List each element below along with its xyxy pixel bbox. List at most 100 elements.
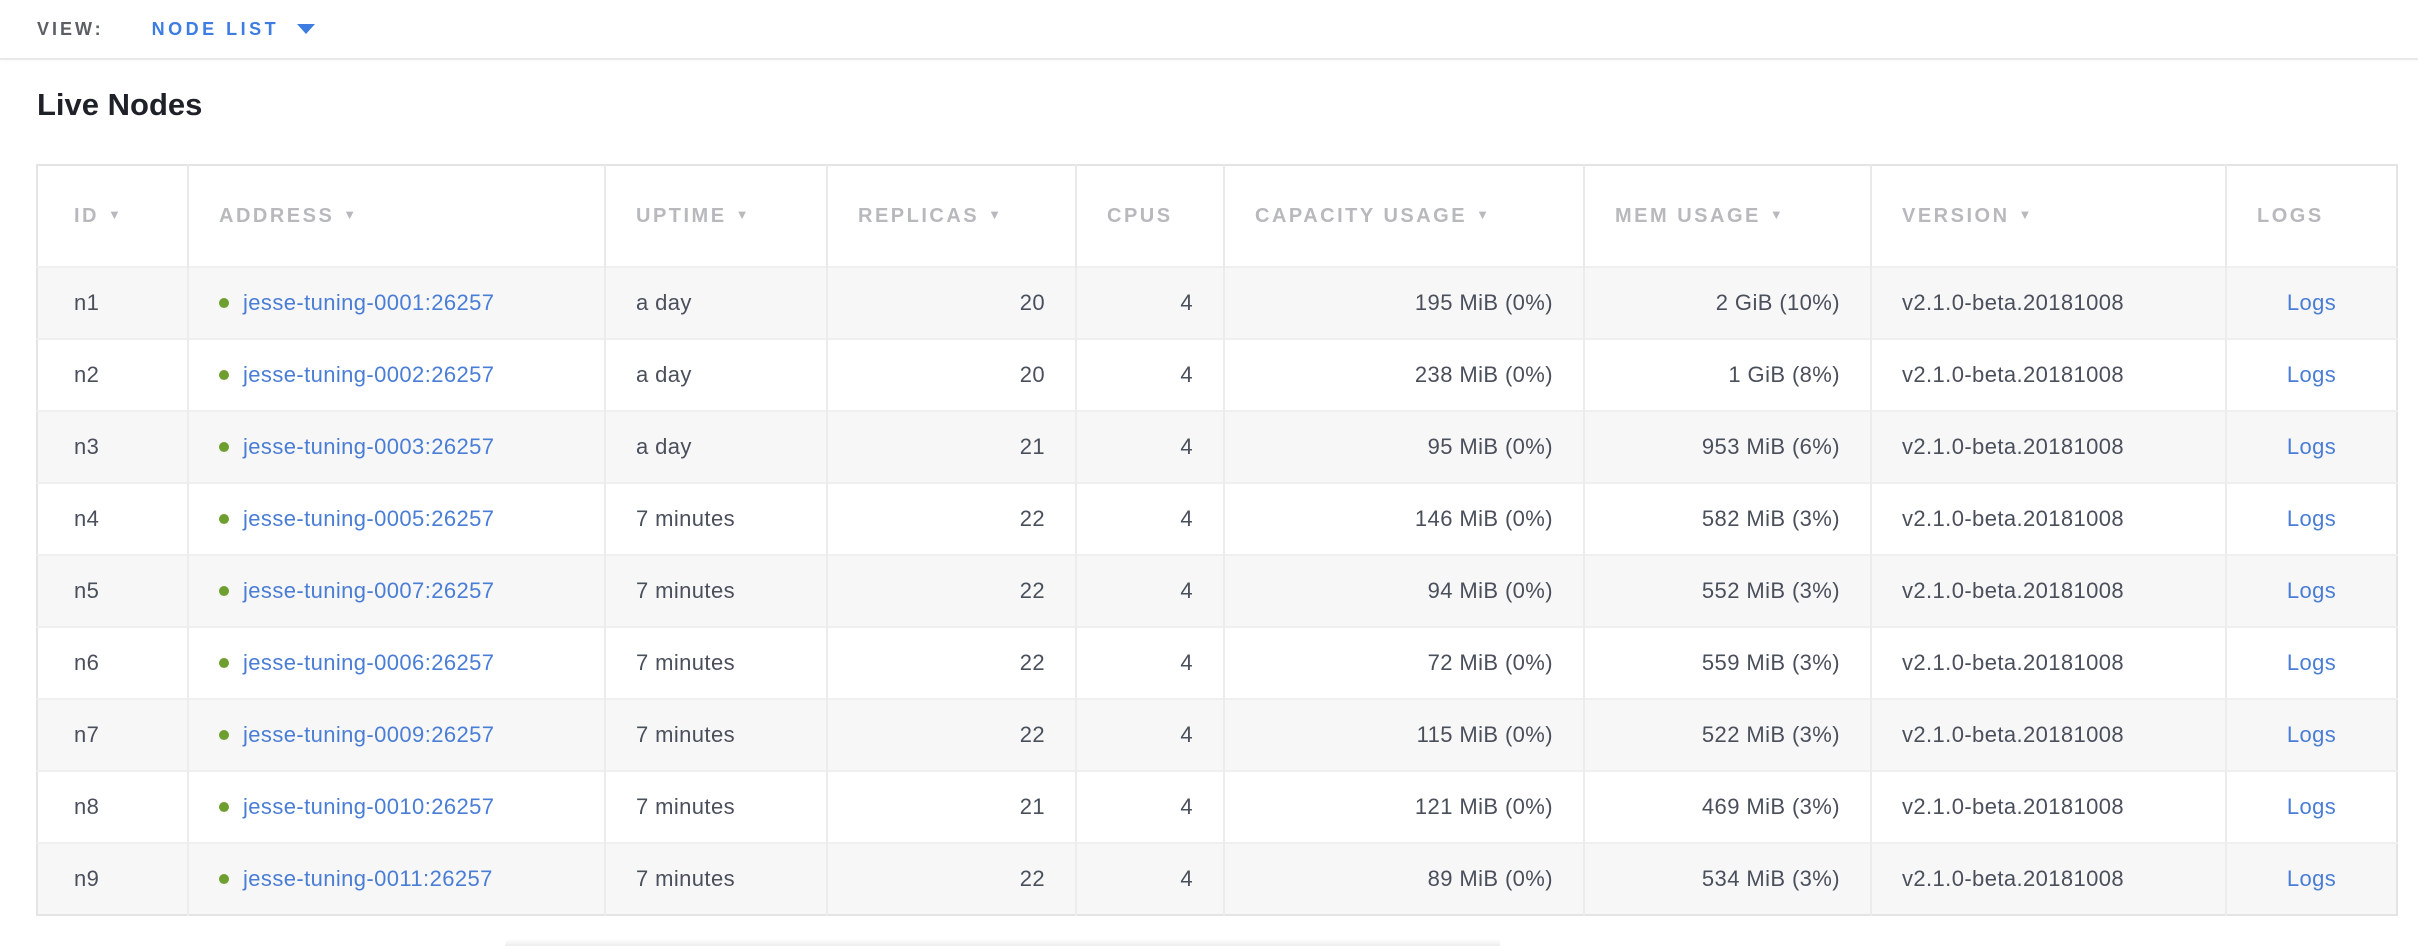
cell-replicas: 21 [826,770,1076,843]
column-header-replicas[interactable]: REPLICAS ▼ [826,165,1076,267]
node-address-link[interactable]: jesse-tuning-0006:26257 [243,650,495,675]
node-row-n8: n8 jesse-tuning-0010:26257 7 minutes 21 4 121… [37,770,2397,843]
node-address-link[interactable]: jesse-tuning-0010:26257 [243,794,495,819]
cell-version: v2.1.0-beta.20181008 [1870,770,2226,843]
logs-link[interactable]: Logs [2286,362,2337,387]
view-selector-dropdown[interactable]: NODE LIST [152,19,316,40]
column-label: MEM USAGE [1615,204,1761,227]
column-label: CPUS [1107,204,1173,227]
cell-cpus: 4 [1075,698,1224,771]
column-label: LOGS [2257,204,2324,227]
node-address-link[interactable]: jesse-tuning-0002:26257 [243,362,495,387]
logs-link[interactable]: Logs [2286,650,2337,675]
cell-address: jesse-tuning-0010:26257 [187,770,605,843]
column-header-id[interactable]: ID ▼ [37,165,188,267]
logs-link[interactable]: Logs [2286,290,2337,315]
sort-arrow-icon: ▼ [735,206,751,222]
cell-id: n2 [37,338,188,411]
cell-mem: 559 MiB (3%) [1583,626,1871,699]
node-address-link[interactable]: jesse-tuning-0011:26257 [243,866,493,891]
cell-address: jesse-tuning-0001:26257 [187,266,605,339]
logs-link[interactable]: Logs [2286,434,2337,459]
sort-arrow-icon: ▼ [1769,206,1786,222]
cell-logs: Logs [2225,626,2397,699]
live-nodes-table: ID ▼ ADDRESS ▼ UPTIME ▼ REPLICAS ▼ CPUS CAPACITY … [36,164,2398,916]
node-status-icon [219,298,229,308]
node-address-link[interactable]: jesse-tuning-0003:26257 [243,434,495,459]
cell-version: v2.1.0-beta.20181008 [1870,554,2226,627]
cell-mem: 953 MiB (6%) [1583,410,1871,483]
cell-logs: Logs [2225,410,2397,483]
view-selected-value: NODE LIST [151,18,280,39]
node-address-link[interactable]: jesse-tuning-0009:26257 [243,722,495,747]
node-status-icon [219,802,229,812]
cell-id: n7 [37,698,188,771]
cell-mem: 522 MiB (3%) [1583,698,1871,771]
column-header-version[interactable]: VERSION ▼ [1870,165,2226,267]
node-row-n2: n2 jesse-tuning-0002:26257 a day 20 4 238 MiB… [37,338,2397,411]
cell-capacity: 238 MiB (0%) [1223,338,1584,411]
node-row-n1: n1 jesse-tuning-0001:26257 a day 20 4 195 MiB… [37,266,2397,339]
cell-uptime: a day [604,338,827,411]
view-bar-label: VIEW: [37,18,104,39]
node-row-n6: n6 jesse-tuning-0006:26257 7 minutes 22 4 72 … [37,626,2397,699]
cell-logs: Logs [2225,770,2397,843]
cell-cpus: 4 [1075,266,1224,339]
sort-arrow-icon: ▼ [108,206,124,222]
cell-uptime: 7 minutes [604,698,827,771]
cell-capacity: 72 MiB (0%) [1223,626,1584,699]
logs-link[interactable]: Logs [2286,578,2337,603]
cell-address: jesse-tuning-0007:26257 [187,554,605,627]
cell-mem: 534 MiB (3%) [1583,842,1871,915]
cell-uptime: 7 minutes [604,626,827,699]
node-status-icon [219,514,229,524]
cell-replicas: 22 [826,842,1076,915]
cell-uptime: 7 minutes [604,554,827,627]
node-status-icon [219,658,229,668]
logs-link[interactable]: Logs [2286,794,2337,819]
node-address-link[interactable]: jesse-tuning-0007:26257 [243,578,495,603]
column-header-address[interactable]: ADDRESS ▼ [187,165,605,267]
cell-capacity: 195 MiB (0%) [1223,266,1584,339]
bottom-shadow [505,939,1500,946]
cell-mem: 2 GiB (10%) [1583,266,1871,339]
cell-capacity: 89 MiB (0%) [1223,842,1584,915]
page-title: Live Nodes [37,87,203,122]
cell-address: jesse-tuning-0003:26257 [187,410,605,483]
cell-address: jesse-tuning-0002:26257 [187,338,605,411]
column-header-mem[interactable]: MEM USAGE ▼ [1583,165,1871,267]
column-label: ADDRESS [219,204,335,227]
cell-version: v2.1.0-beta.20181008 [1870,626,2226,699]
cell-replicas: 21 [826,410,1076,483]
column-label: UPTIME [636,204,727,227]
cell-cpus: 4 [1075,554,1224,627]
cell-address: jesse-tuning-0006:26257 [187,626,605,699]
sort-arrow-icon: ▼ [2018,206,2034,222]
logs-link[interactable]: Logs [2286,722,2337,747]
cell-uptime: 7 minutes [604,482,827,555]
cell-logs: Logs [2225,266,2397,339]
table-body: n1 jesse-tuning-0001:26257 a day 20 4 195 MiB… [37,266,2397,915]
node-row-n9: n9 jesse-tuning-0011:26257 7 minutes 22 4 89 … [37,842,2397,915]
cell-version: v2.1.0-beta.20181008 [1870,842,2226,915]
cell-cpus: 4 [1075,338,1224,411]
column-header-capacity[interactable]: CAPACITY USAGE ▼ [1223,165,1584,267]
cell-replicas: 20 [826,338,1076,411]
node-address-link[interactable]: jesse-tuning-0005:26257 [243,506,495,531]
node-address-link[interactable]: jesse-tuning-0001:26257 [243,290,495,315]
cell-mem: 1 GiB (8%) [1583,338,1871,411]
column-header-uptime[interactable]: UPTIME ▼ [604,165,827,267]
column-label: VERSION [1902,204,2010,227]
logs-link[interactable]: Logs [2286,866,2337,891]
cell-logs: Logs [2225,842,2397,915]
cell-mem: 552 MiB (3%) [1583,554,1871,627]
cell-version: v2.1.0-beta.20181008 [1870,698,2226,771]
column-label: CAPACITY USAGE [1255,204,1468,227]
logs-link[interactable]: Logs [2286,506,2337,531]
cell-replicas: 22 [826,482,1076,555]
cell-id: n8 [37,770,188,843]
sort-arrow-icon: ▼ [988,206,1004,222]
cell-version: v2.1.0-beta.20181008 [1870,266,2226,339]
column-header-logs: LOGS [2225,165,2397,267]
node-status-icon [219,586,229,596]
